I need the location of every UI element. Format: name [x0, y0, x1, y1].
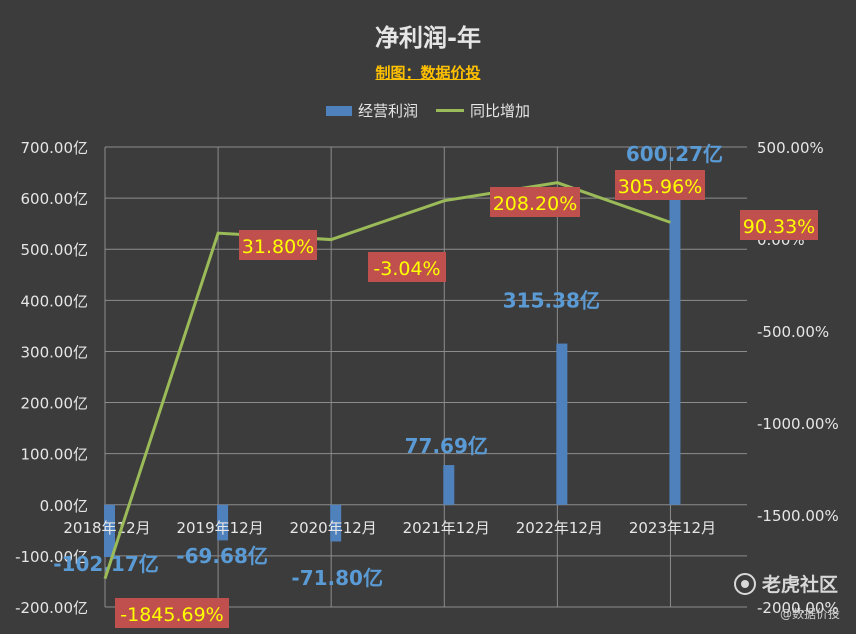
legend-bar-swatch: [325, 105, 352, 116]
legend-item-line[interactable]: 同比增加: [436, 100, 530, 121]
bar-value-label: 315.38亿: [503, 289, 600, 313]
bar: [669, 197, 681, 505]
chart-legend: 经营利润 同比增加: [0, 100, 856, 121]
legend-bar-label: 经营利润: [357, 102, 418, 120]
line-value-label: 31.80%: [242, 236, 314, 258]
legend-line-swatch: [436, 109, 464, 112]
line-value-label: 208.20%: [493, 193, 578, 215]
line-label-box: [740, 210, 818, 240]
watermark-brand: 老虎社区: [761, 574, 838, 596]
line-label-box: [239, 230, 317, 260]
line-label-box: [490, 187, 580, 217]
line-value-label: -1845.69%: [120, 604, 223, 626]
y-left-tick-label: 500.00亿: [21, 241, 89, 259]
y-right-tick-label: 500.00%: [757, 139, 824, 157]
watermark: 老虎社区: [733, 570, 838, 597]
y-right-tick-label: -500.00%: [757, 323, 829, 341]
x-category-label: 2020年12月: [290, 519, 377, 537]
bar-value-label: 77.69亿: [405, 434, 488, 458]
bar: [330, 504, 342, 542]
watermark-handle: @数据价投: [779, 607, 840, 621]
x-category-label: 2022年12月: [516, 519, 603, 537]
y-left-tick-label: 600.00亿: [21, 190, 89, 208]
y-left-tick-label: -100.00亿: [15, 548, 88, 566]
x-category-label: 2018年12月: [63, 519, 150, 537]
y-left-tick-label: 100.00亿: [21, 446, 89, 464]
y-left-tick-label: 0.00亿: [40, 497, 88, 515]
y-left-tick-label: 300.00亿: [21, 343, 89, 361]
line-label-box: [615, 170, 705, 200]
x-category-label: 2023年12月: [629, 519, 716, 537]
y-right-tick-label: -1000.00%: [757, 415, 839, 433]
y-left-tick-label: 700.00亿: [21, 139, 89, 157]
bar: [443, 465, 455, 505]
bar: [217, 504, 229, 541]
y-right-tick-label: -2000.00%: [757, 599, 839, 617]
x-category-label: 2019年12月: [176, 519, 263, 537]
chart-title: 净利润-年: [375, 24, 481, 52]
line-label-box: [368, 252, 446, 282]
bar: [104, 504, 115, 557]
y-right-tick-label: -1500.00%: [757, 507, 839, 525]
bar-value-label: -71.80亿: [291, 566, 383, 590]
y-left-tick-label: 400.00亿: [21, 292, 89, 310]
chart-subtitle-link[interactable]: 制图：数据价投: [375, 64, 481, 82]
bar-value-label: 600.27亿: [626, 142, 723, 166]
x-category-label: 2021年12月: [403, 519, 490, 537]
y-left-tick-label: 200.00亿: [21, 395, 89, 413]
bar-value-label: -69.68亿: [176, 544, 268, 568]
tiger-logo-icon: [733, 572, 756, 595]
line-value-label: 90.33%: [743, 216, 815, 238]
line-label-box: [115, 598, 229, 628]
bar: [556, 343, 568, 505]
line-value-label: -3.04%: [373, 258, 440, 280]
legend-line-label: 同比增加: [470, 102, 531, 120]
line-value-label: 305.96%: [618, 176, 703, 198]
y-left-tick-label: -200.00亿: [15, 599, 88, 617]
legend-item-bar[interactable]: 经营利润: [325, 100, 418, 121]
